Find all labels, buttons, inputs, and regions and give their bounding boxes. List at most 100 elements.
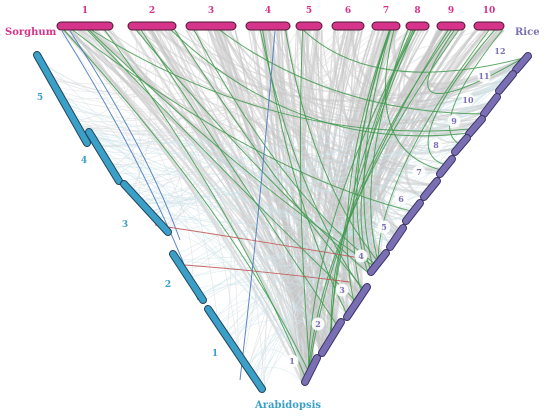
sorghum-chromosome-label: 2 (149, 6, 155, 16)
sorghum-chromosome-label: 1 (82, 6, 88, 16)
sorghum-rice-link (61, 29, 305, 376)
sorghum-arabidopsis-link (112, 29, 342, 165)
highlighted-sorghum-rice-link (63, 29, 308, 370)
rice-label-bg (311, 317, 325, 331)
sorghum-chromosome (436, 21, 466, 31)
sorghum-chromosome-label: 6 (345, 6, 351, 16)
highlighted-sorghum-rice-link (329, 29, 416, 334)
sorghum-arabidopsis-link (243, 29, 301, 357)
highlighted-sorghum-rice-link (140, 29, 337, 324)
sorghum-arabidopsis-link (66, 29, 481, 100)
sorghum-rice-link (274, 29, 414, 208)
rice-label-bg (335, 283, 349, 297)
rice-arabidopsis-link (151, 209, 372, 267)
rice-chromosome (513, 53, 531, 73)
sorghum-arabidopsis-link (141, 29, 229, 199)
sorghum-rice-link (260, 29, 310, 368)
rice-chromosome-label: 12 (494, 46, 505, 56)
sorghum-chromosome-label: 3 (208, 6, 214, 16)
rice-genome-label: Rice (515, 27, 540, 38)
highlighted-sorghum-rice-link (449, 29, 503, 144)
rice-arabidopsis-link (253, 366, 302, 382)
sorghum-arabidopsis-link (54, 29, 141, 95)
rice-label-bg (285, 354, 299, 368)
rice-label-bg (493, 44, 507, 58)
sorghum-arabidopsis-link (189, 29, 494, 274)
rice-arabidopsis-link (258, 99, 492, 379)
sorghum-chromosome (405, 21, 430, 31)
sorghum-rice-link (281, 29, 305, 377)
rice-chromosome-label: 9 (451, 116, 457, 126)
arabidopsis-chromosome (34, 52, 90, 146)
rice-chromosome (496, 71, 516, 94)
rice-label-bg (412, 165, 426, 179)
sorghum-arabidopsis-link (47, 29, 111, 92)
sorghum-rice-link (353, 29, 459, 301)
highlighted-sorghum-rice-link (302, 29, 523, 73)
sorghum-rice-link (361, 29, 487, 268)
sorghum-rice-link (91, 29, 406, 217)
highlighted-sorghum-rice-link (356, 29, 391, 272)
highlighted-sorghum-rice-link (104, 29, 305, 376)
highlighted-sorghum-rice-link (377, 29, 490, 258)
rice-arabidopsis-link (113, 164, 329, 338)
rice-arabidopsis-link (203, 280, 350, 308)
sorghum-rice-link (78, 29, 439, 172)
highlighted-sorghum-rice-link (299, 29, 311, 365)
sorghum-chromosome (245, 21, 291, 31)
rice-chromosome (466, 116, 485, 137)
rice-chromosome (344, 284, 370, 320)
rice-label-bg (429, 138, 443, 152)
sorghum-arabidopsis-link (249, 29, 361, 365)
arabidopsis-chromosome-label: 1 (212, 349, 218, 359)
highlighted-sorghum-rice-link (360, 29, 414, 269)
rice-chromosome (319, 319, 344, 356)
rice-arabidopsis-link (202, 216, 406, 294)
arabidopsis-chromosome (205, 306, 265, 392)
rice-arabidopsis-link (171, 168, 441, 232)
sorghum-rice-link (329, 29, 501, 333)
rice-arabidopsis-link (203, 78, 506, 296)
sorghum-arabidopsis-link (128, 29, 347, 186)
sorghum-chromosome (127, 21, 177, 31)
rice-arabidopsis-link (47, 66, 399, 230)
rice-arabidopsis-link (113, 113, 481, 169)
rice-arabidopsis-link (221, 268, 370, 324)
sorghum-arabidopsis-highlight (69, 30, 181, 241)
arabidopsis-chromosome (86, 129, 122, 184)
highlighted-sorghum-rice-link (91, 29, 470, 132)
rice-arabidopsis-link (168, 61, 520, 229)
rice-arabidopsis-link (95, 136, 437, 175)
sorghum-genome-label: Sorghum (5, 27, 57, 38)
highlighted-sorghum-rice-link (259, 29, 363, 290)
rice-arabidopsis-link (101, 65, 516, 146)
arabidopsis-chromosomes: 5 4 3 2 1 (33, 51, 266, 393)
rice-arabidopsis-link (83, 130, 352, 305)
rice-chromosome-label: 3 (339, 285, 345, 295)
rice-label-bg (477, 69, 491, 83)
sorghum-arabidopsis-link (113, 29, 156, 166)
rice-arabidopsis-link (226, 74, 509, 332)
rice-arabidopsis-link (83, 111, 482, 149)
rice-arabidopsis-link (176, 76, 507, 255)
arabidopsis-chromosome-label: 4 (81, 156, 87, 166)
rice-arabidopsis-link (220, 189, 426, 322)
highlighted-sorghum-rice-link (427, 29, 495, 165)
sorghum-rice-link (173, 29, 375, 265)
arabidopsis-chromosome-label: 2 (165, 280, 171, 290)
rice-chromosome-label: 7 (416, 167, 422, 177)
sorghum-rice-link (62, 29, 441, 170)
highlighted-sorghum-rice-link (219, 29, 481, 115)
rice-arabidopsis-link (118, 144, 458, 176)
sorghum-arabidopsis-link (130, 29, 363, 187)
sorghum-arabidopsis-link (180, 29, 487, 260)
rice-arabidopsis-link (149, 100, 491, 209)
highlighted-sorghum-rice-link (72, 29, 411, 212)
sorghum-arabidopsis-highlight (239, 30, 276, 381)
rice-arabidopsis-link (99, 142, 390, 242)
rice-arabidopsis-link (250, 334, 306, 374)
sorghum-chromosome-label: 8 (414, 6, 420, 16)
rice-chromosome (452, 135, 470, 155)
rice-arabidopsis-link (104, 81, 504, 155)
